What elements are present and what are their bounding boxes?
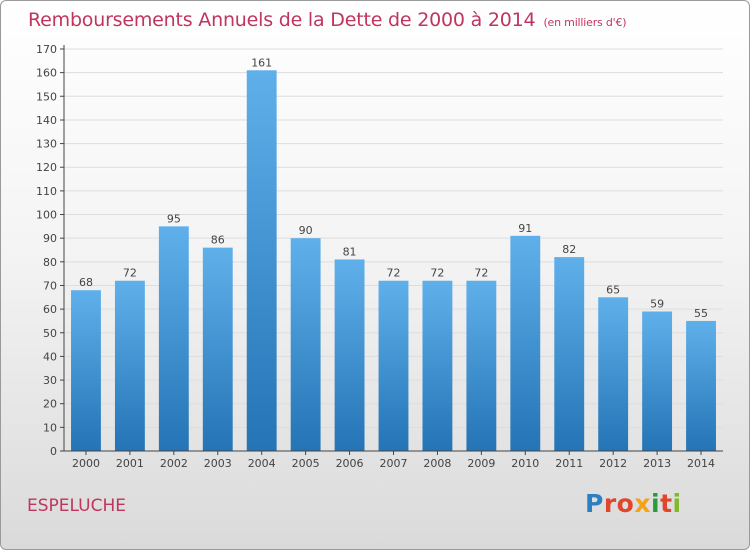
x-tick-label: 2014 bbox=[687, 457, 715, 470]
bar bbox=[466, 280, 497, 451]
x-tick-label: 2009 bbox=[467, 457, 495, 470]
data-label: 59 bbox=[650, 297, 664, 310]
data-label: 90 bbox=[299, 224, 313, 237]
y-tick-label: 50 bbox=[43, 327, 57, 340]
x-tick-label: 2010 bbox=[511, 457, 539, 470]
x-tick-label: 2001 bbox=[116, 457, 144, 470]
x-tick-label: 2003 bbox=[204, 457, 232, 470]
y-tick-label: 60 bbox=[43, 303, 57, 316]
x-tick-label: 2008 bbox=[423, 457, 451, 470]
bar bbox=[334, 259, 365, 451]
y-tick-label: 150 bbox=[36, 90, 57, 103]
data-label: 72 bbox=[474, 267, 488, 280]
data-label: 91 bbox=[518, 222, 532, 235]
proxiti-logo: Proxiti bbox=[585, 489, 682, 518]
y-tick-label: 90 bbox=[43, 232, 57, 245]
y-tick-label: 100 bbox=[36, 209, 57, 222]
bar bbox=[378, 280, 409, 451]
y-tick-label: 10 bbox=[43, 421, 57, 434]
x-tick-label: 2013 bbox=[643, 457, 671, 470]
y-tick-label: 40 bbox=[43, 350, 57, 363]
logo-letter: t bbox=[660, 489, 673, 518]
data-label: 161 bbox=[251, 56, 272, 69]
logo-letter: i bbox=[672, 489, 682, 518]
y-tick-label: 120 bbox=[36, 161, 57, 174]
data-label: 72 bbox=[387, 267, 401, 280]
bar bbox=[554, 257, 585, 451]
y-tick-label: 0 bbox=[50, 445, 57, 458]
x-tick-label: 2000 bbox=[72, 457, 100, 470]
y-tick-label: 80 bbox=[43, 256, 57, 269]
bar bbox=[642, 311, 673, 451]
bar bbox=[114, 280, 145, 451]
bar bbox=[202, 247, 233, 451]
data-label: 86 bbox=[211, 234, 225, 247]
y-tick-label: 140 bbox=[36, 114, 57, 127]
bar bbox=[290, 238, 321, 451]
x-tick-label: 2011 bbox=[555, 457, 583, 470]
y-tick-label: 170 bbox=[36, 43, 57, 56]
y-tick-label: 70 bbox=[43, 279, 57, 292]
y-tick-label: 20 bbox=[43, 398, 57, 411]
bar bbox=[158, 226, 189, 451]
x-tick-label: 2005 bbox=[292, 457, 320, 470]
bar bbox=[71, 290, 101, 451]
logo-letter: o bbox=[616, 489, 635, 518]
x-tick-label: 2012 bbox=[599, 457, 627, 470]
data-label: 55 bbox=[694, 307, 708, 320]
bar bbox=[510, 235, 541, 451]
chart-subtitle: (en milliers d'€) bbox=[543, 16, 627, 29]
data-label: 68 bbox=[79, 276, 93, 289]
logo-letter: P bbox=[585, 489, 604, 518]
y-tick-label: 30 bbox=[43, 374, 57, 387]
data-label: 95 bbox=[167, 212, 181, 225]
data-label: 72 bbox=[123, 267, 137, 280]
bar bbox=[598, 297, 629, 451]
logo-letter: r bbox=[603, 489, 617, 518]
commune-name: ESPELUCHE bbox=[27, 496, 126, 516]
data-label: 81 bbox=[343, 245, 357, 258]
logo-letter: i bbox=[651, 489, 661, 518]
x-tick-label: 2007 bbox=[380, 457, 408, 470]
bar bbox=[422, 280, 453, 451]
x-tick-label: 2002 bbox=[160, 457, 188, 470]
data-label: 82 bbox=[562, 243, 576, 256]
y-tick-label: 130 bbox=[36, 138, 57, 151]
chart-title: Remboursements Annuels de la Dette de 20… bbox=[28, 9, 627, 31]
bar bbox=[246, 70, 277, 452]
bar bbox=[686, 320, 716, 451]
data-label: 65 bbox=[606, 283, 620, 296]
x-tick-label: 2006 bbox=[336, 457, 364, 470]
x-tick-label: 2004 bbox=[248, 457, 276, 470]
y-tick-label: 160 bbox=[36, 67, 57, 80]
y-tick-label: 110 bbox=[36, 185, 57, 198]
logo-letter: x bbox=[634, 489, 651, 518]
data-label: 72 bbox=[430, 267, 444, 280]
